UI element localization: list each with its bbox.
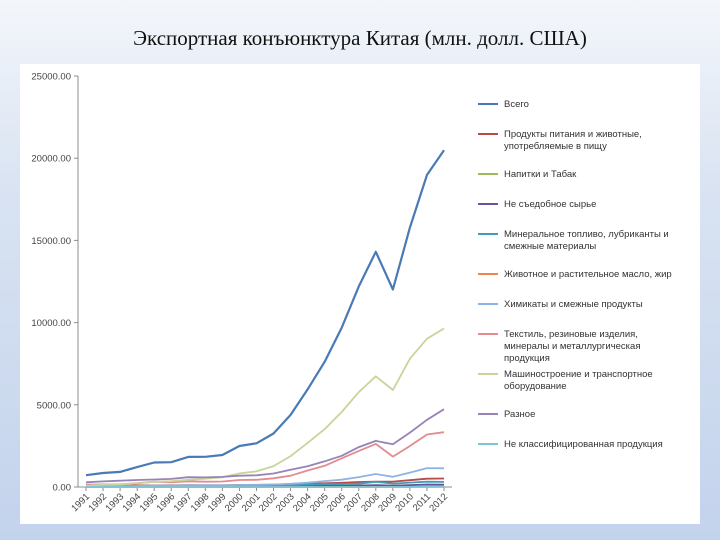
series-line (85, 149, 445, 477)
x-tick-label: 2011 (411, 491, 433, 513)
slide-title: Экспортная конъюнктура Китая (млн. долл.… (133, 26, 587, 50)
y-tick-label: 15000.00 (31, 236, 71, 247)
legend-label: Не съедобное сырье (504, 199, 596, 210)
chart-legend: Всего Продукты питания и животные, употреб… (478, 99, 672, 450)
series-line (85, 327, 445, 487)
chart-panel: 0.00 5000.00 10000.00 15000.00 20000.00 25000… (20, 64, 700, 524)
legend-label: Разное (504, 409, 535, 420)
y-tick-label: 0.00 (53, 483, 72, 494)
y-tick-labels: 0.00 5000.00 10000.00 15000.00 20000.00 25000… (31, 72, 78, 494)
y-tick-label: 10000.00 (31, 318, 71, 329)
series-line (85, 408, 445, 484)
line-chart: 0.00 5000.00 10000.00 15000.00 20000.00 25000… (31, 72, 672, 515)
chart-series-lines (85, 149, 445, 488)
legend-label: Химикаты и смежные продукты (504, 299, 643, 310)
legend-label: Напитки и Табак (504, 169, 577, 180)
x-tick-labels: 1991199219931994199519961997199819992000… (69, 487, 450, 514)
y-tick-label: 25000.00 (31, 72, 71, 83)
legend-label: Машиностроение и транспортное оборудовани… (504, 369, 653, 392)
legend-label: Продукты питания и животные, употребляемы… (504, 129, 642, 152)
series-line (85, 467, 445, 488)
legend-label: Не классифицированная продукция (504, 439, 663, 450)
legend-label: Текстиль, резиновые изделия, минералы и м… (504, 329, 640, 364)
y-tick-label: 20000.00 (31, 154, 71, 165)
legend-label: Животное и растительное масло, жир (504, 269, 672, 280)
legend-label: Всего (504, 99, 529, 110)
x-tick-label: 2012 (427, 491, 450, 514)
y-tick-label: 5000.00 (37, 400, 71, 411)
legend-label: Минеральное топливо, лубриканты и смежные… (504, 229, 669, 252)
